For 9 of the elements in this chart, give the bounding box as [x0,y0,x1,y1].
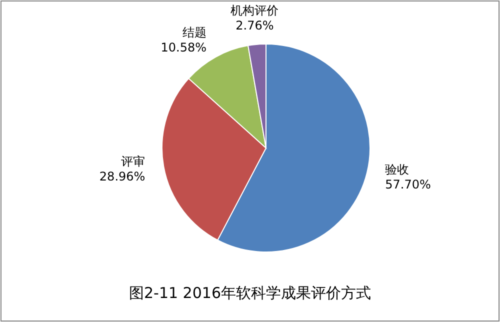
slice-label: 结题 [182,26,207,40]
data-label: 2.76% [236,18,274,32]
data-label: 10.58% [160,40,207,55]
data-label: 57.70% [385,177,431,192]
slice-label: 机构评价 [230,3,279,18]
slice-label: 评审 [121,154,146,169]
slice-label: 验收 [385,162,410,176]
data-label: 28.96% [99,170,146,184]
text: 图2-11 2016年软科学成果评价方式 [129,284,371,302]
